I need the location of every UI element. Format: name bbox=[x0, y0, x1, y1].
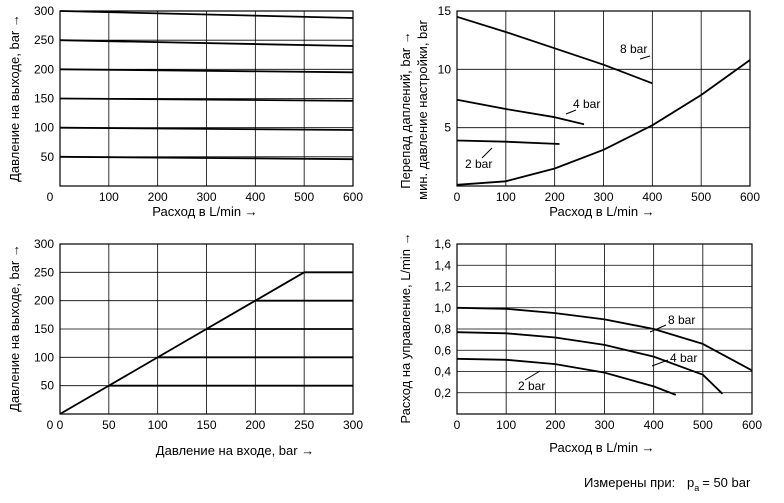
chart4-x-tick-label: 100 bbox=[496, 418, 516, 432]
chart4-x-tick-label: 200 bbox=[545, 418, 565, 432]
chart3-y-tick-label: 50 bbox=[41, 379, 55, 393]
chart1-y-tick-label: 250 bbox=[34, 33, 54, 47]
chart1-series-line-3 bbox=[59, 97, 354, 102]
chart1-x-tick-label: 300 bbox=[196, 190, 216, 204]
chart3-y-tick-label: 150 bbox=[34, 322, 54, 336]
chart3-x-tick-label: 200 bbox=[245, 418, 265, 432]
chart1-x-tick-label: 600 bbox=[343, 190, 363, 204]
chart1-y-tick-label: 150 bbox=[34, 92, 54, 106]
chart2-y-tick-label: 5 bbox=[444, 121, 451, 135]
chart1-series-line-2 bbox=[59, 126, 354, 131]
chart4-series-label-leader bbox=[524, 370, 541, 381]
chart4-y-axis-label: Расход на управление, L/min → bbox=[398, 232, 413, 423]
chart2-y-axis-label: Перепад дaплений, bar → bbox=[398, 31, 413, 189]
chart4-frame bbox=[456, 243, 753, 415]
chart1-series-line-6 bbox=[59, 10, 354, 19]
chart2-x-tick-label: 200 bbox=[545, 190, 565, 204]
chart3-x-tick-label: 50 bbox=[102, 418, 116, 432]
chart2-series-label-leader bbox=[481, 147, 493, 159]
chart3-origin-label: 0 bbox=[47, 418, 54, 432]
chart1-y-tick-label: 200 bbox=[34, 62, 54, 76]
chart1-y-tick-label: 50 bbox=[41, 150, 55, 164]
chart2-series-label-4-bar: 4 bar bbox=[573, 97, 600, 111]
chart2-x-tick-label: 400 bbox=[642, 190, 662, 204]
chart4-x-tick-label: 300 bbox=[594, 418, 614, 432]
chart1-series-line-1 bbox=[59, 155, 354, 161]
chart4-series-line-1 bbox=[456, 306, 753, 372]
chart4-x-tick-label: 600 bbox=[742, 418, 762, 432]
chart3-y-tick-label: 200 bbox=[34, 294, 54, 308]
chart2-series-label-2-bar: 2 bar bbox=[465, 157, 492, 171]
chart3-y-tick-label: 300 bbox=[34, 237, 54, 251]
chart2-frame bbox=[456, 10, 751, 187]
footnote-label: Измерены при: bbox=[584, 475, 675, 490]
chart3-x-tick-label: 150 bbox=[196, 418, 216, 432]
chart4-y-tick-label: 1,0 bbox=[434, 301, 451, 315]
chart2-series-line-4 bbox=[456, 59, 751, 186]
chart4-series-label-leader bbox=[649, 324, 667, 333]
chart1-x-tick-label: 100 bbox=[99, 190, 119, 204]
chart3-y-axis-label: Давление на выходе, bar → bbox=[7, 244, 22, 412]
chart1-x-tick-label: 200 bbox=[148, 190, 168, 204]
chart4-y-tick-label: 1,6 bbox=[434, 237, 451, 251]
chart4-y-tick-label: 1,4 bbox=[434, 258, 451, 272]
chart2-series-label-8-bar: 8 bar bbox=[620, 42, 647, 56]
chart4-series-label-2-bar: 2 bar bbox=[518, 379, 545, 393]
chart1-x-axis-label: Расход в L/min → bbox=[152, 204, 257, 219]
chart1-y-axis-label: Давление на выходе, bar → bbox=[7, 14, 22, 182]
chart2-x-tick-label: 500 bbox=[691, 190, 711, 204]
footnote-pressure: pa = 50 bar bbox=[687, 475, 751, 493]
chart2-y-axis-label-2: мин. давление настройки, bar bbox=[415, 19, 430, 199]
chart3-y-tick-label: 250 bbox=[34, 265, 54, 279]
chart4-x-tick-label: 500 bbox=[693, 418, 713, 432]
chart1-y-tick-label: 100 bbox=[34, 121, 54, 135]
chart3-x-tick-label: 300 bbox=[343, 418, 363, 432]
chart3-x-tick-label: 0 bbox=[57, 418, 64, 432]
chart4-series-label-4-bar: 4 bar bbox=[670, 351, 697, 365]
chart2-series-label-leader bbox=[565, 109, 577, 115]
chart2-y-tick-label: 15 bbox=[438, 4, 452, 18]
chart2-series-line-3 bbox=[456, 139, 560, 145]
chart4-series-label-leader bbox=[651, 359, 669, 367]
chart1-x-tick-label: 400 bbox=[245, 190, 265, 204]
chart3-x-axis-label: Давление на входе, bar → bbox=[156, 443, 314, 458]
chart4-y-tick-label: 1,2 bbox=[434, 280, 451, 294]
chart4-y-tick-label: 0,8 bbox=[434, 322, 451, 336]
chart4-series-label-8-bar: 8 bar bbox=[668, 313, 695, 327]
chart4-series-line-2 bbox=[456, 331, 724, 395]
chart2-series-label-leader bbox=[639, 55, 651, 60]
chart2-x-tick-label: 300 bbox=[593, 190, 613, 204]
chart2-x-tick-label: 100 bbox=[496, 190, 516, 204]
chart1-x-tick-label: 500 bbox=[294, 190, 314, 204]
chart4-y-tick-label: 0,4 bbox=[434, 365, 451, 379]
chart3-y-tick-label: 100 bbox=[34, 350, 54, 364]
chart2-x-tick-label: 0 bbox=[454, 190, 461, 204]
chart2-x-tick-label: 600 bbox=[740, 190, 760, 204]
chart3-x-tick-label: 250 bbox=[294, 418, 314, 432]
chart4-y-tick-label: 0,2 bbox=[434, 386, 451, 400]
chart1-series-line-5 bbox=[59, 39, 354, 47]
chart4-series-line-3 bbox=[456, 357, 677, 396]
chart3-series-line-1 bbox=[59, 271, 305, 415]
chart2-series-line-2 bbox=[456, 98, 585, 126]
chart4-y-tick-label: 0,6 bbox=[434, 343, 451, 357]
chart1-origin-label: 0 bbox=[47, 190, 54, 204]
chart2-x-axis-label: Расход в L/min → bbox=[549, 204, 654, 219]
chart3-x-tick-label: 100 bbox=[148, 418, 168, 432]
chart4-x-tick-label: 400 bbox=[644, 418, 664, 432]
chart4-x-axis-label: Расход в L/min → bbox=[549, 440, 654, 455]
chart1-series-line-4 bbox=[59, 68, 354, 74]
chart1-y-tick-label: 300 bbox=[34, 4, 54, 18]
chart2-y-tick-label: 10 bbox=[438, 62, 452, 76]
chart4-x-tick-label: 0 bbox=[454, 418, 461, 432]
chart2-series-line-1 bbox=[456, 15, 653, 85]
